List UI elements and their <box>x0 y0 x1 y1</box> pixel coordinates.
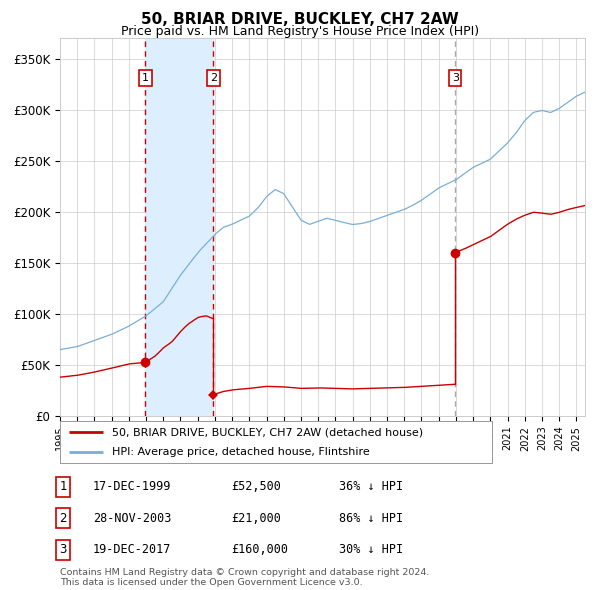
Text: 30% ↓ HPI: 30% ↓ HPI <box>339 543 403 556</box>
Text: 50, BRIAR DRIVE, BUCKLEY, CH7 2AW: 50, BRIAR DRIVE, BUCKLEY, CH7 2AW <box>141 12 459 27</box>
Text: 1: 1 <box>142 73 149 83</box>
Text: 19-DEC-2017: 19-DEC-2017 <box>93 543 172 556</box>
Text: £160,000: £160,000 <box>231 543 288 556</box>
Text: HPI: Average price, detached house, Flintshire: HPI: Average price, detached house, Flin… <box>112 447 370 457</box>
Text: 50, BRIAR DRIVE, BUCKLEY, CH7 2AW (detached house): 50, BRIAR DRIVE, BUCKLEY, CH7 2AW (detac… <box>112 427 423 437</box>
Text: Contains HM Land Registry data © Crown copyright and database right 2024.
This d: Contains HM Land Registry data © Crown c… <box>60 568 430 587</box>
Text: 28-NOV-2003: 28-NOV-2003 <box>93 512 172 525</box>
Text: 36% ↓ HPI: 36% ↓ HPI <box>339 480 403 493</box>
Text: £21,000: £21,000 <box>231 512 281 525</box>
Text: 1: 1 <box>59 480 67 493</box>
Text: 3: 3 <box>59 543 67 556</box>
Text: 3: 3 <box>452 73 459 83</box>
Text: £52,500: £52,500 <box>231 480 281 493</box>
Text: 2: 2 <box>210 73 217 83</box>
Text: 86% ↓ HPI: 86% ↓ HPI <box>339 512 403 525</box>
Bar <box>145 38 214 416</box>
Text: 2: 2 <box>59 512 67 525</box>
Text: 17-DEC-1999: 17-DEC-1999 <box>93 480 172 493</box>
Text: Price paid vs. HM Land Registry's House Price Index (HPI): Price paid vs. HM Land Registry's House … <box>121 25 479 38</box>
